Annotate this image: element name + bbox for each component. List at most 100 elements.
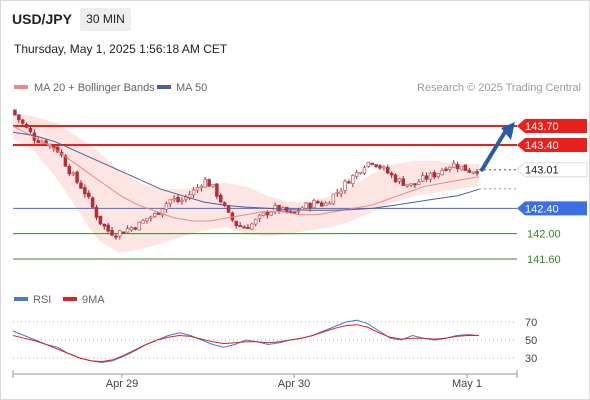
- candle-body: [67, 166, 72, 175]
- candle-body: [253, 219, 258, 225]
- x-tick-label: Apr 29: [106, 378, 138, 390]
- candle-body: [137, 221, 141, 231]
- candle-body: [339, 190, 343, 195]
- bollinger-band: [13, 113, 479, 253]
- rsi-ma-line: [12, 324, 479, 363]
- candle-body: [149, 216, 153, 219]
- candle-body: [98, 215, 103, 225]
- target-label-4: 141.60: [527, 254, 561, 266]
- candle-body: [160, 208, 165, 216]
- candle-body: [114, 235, 118, 238]
- candle-body: [378, 165, 382, 169]
- candle-body: [409, 183, 413, 186]
- bb-legend-swatch: [14, 85, 28, 89]
- candle-body: [36, 139, 41, 144]
- candle-body: [448, 166, 452, 170]
- candle-body: [168, 199, 173, 205]
- candle-body: [436, 173, 440, 178]
- candle-body: [428, 172, 433, 180]
- candle-body: [374, 164, 378, 167]
- candle-body: [199, 185, 204, 189]
- candle-body: [90, 197, 95, 208]
- candle-body: [106, 224, 110, 232]
- candle-body: [102, 223, 107, 227]
- candle-body: [250, 223, 254, 230]
- candle-body: [304, 202, 308, 209]
- symbol-title: USD/JPY: [12, 11, 72, 27]
- candle-body: [432, 172, 437, 178]
- resistance-label-1: 143.40: [525, 140, 559, 152]
- candle-body: [451, 162, 456, 168]
- ma20-line: [12, 125, 480, 222]
- candle-body: [145, 218, 149, 222]
- candle-body: [164, 203, 169, 210]
- timeframe-badge[interactable]: 30 MIN: [80, 8, 131, 31]
- candle-body: [347, 181, 351, 184]
- rsi-level-label-1: 50: [525, 335, 537, 347]
- candle-body: [308, 203, 312, 209]
- candle-body: [467, 169, 472, 173]
- candle-body: [417, 181, 421, 185]
- candle-body: [366, 161, 371, 167]
- support-tag-2: [517, 201, 587, 216]
- candle-body: [180, 199, 184, 202]
- candle-body: [215, 183, 219, 197]
- candle-body: [343, 180, 347, 191]
- resistance-label-0: 143.70: [525, 121, 559, 133]
- candle-body: [211, 183, 215, 187]
- candle-body: [351, 175, 355, 184]
- candle-body: [238, 225, 242, 228]
- candle-body: [226, 204, 231, 213]
- rsi-ma-legend-label: 9MA: [82, 294, 105, 306]
- candle-body: [203, 179, 207, 188]
- candle-body: [354, 172, 359, 177]
- candle-body: [86, 192, 91, 198]
- candle-body: [129, 227, 134, 231]
- candle-body: [28, 127, 33, 133]
- target-label-3: 142.00: [527, 229, 561, 241]
- candle-body: [83, 187, 87, 195]
- bb-legend-label: MA 20 + Bollinger Bands: [34, 82, 155, 94]
- last-price-label: 143.01: [525, 165, 559, 177]
- candle-body: [94, 206, 99, 218]
- candle-body: [152, 212, 157, 217]
- candle-body: [63, 155, 68, 167]
- candle-body: [455, 164, 460, 170]
- candle-body: [195, 187, 200, 191]
- candle-body: [323, 202, 328, 207]
- rsi-legend-label: RSI: [33, 294, 51, 306]
- forecast-arrow-shaft: [480, 130, 507, 172]
- rsi-level-label-2: 30: [525, 353, 537, 365]
- ma50-line: [12, 131, 480, 211]
- candle-body: [242, 226, 246, 229]
- candle-body: [389, 172, 394, 176]
- candle-body: [292, 211, 297, 214]
- candle-body: [265, 211, 270, 216]
- candle-body: [463, 164, 468, 171]
- candle-body: [20, 119, 25, 124]
- resistance-tag-0: [517, 119, 587, 133]
- candle-body: [24, 123, 29, 128]
- candle-body: [420, 175, 425, 182]
- candle-body: [424, 175, 429, 180]
- candle-body: [316, 201, 320, 204]
- candle-body: [207, 179, 211, 187]
- candle-body: [335, 191, 340, 194]
- candle-body: [370, 162, 374, 165]
- candle-body: [261, 212, 266, 216]
- candle-body: [382, 166, 386, 169]
- forecast-arrow-head: [501, 122, 515, 140]
- candle-body: [234, 220, 239, 226]
- candle-body: [191, 189, 196, 196]
- rsi-level-label-0: 70: [525, 317, 537, 329]
- candle-body: [475, 171, 479, 174]
- x-tick-label: Apr 30: [278, 378, 310, 390]
- candle-body: [393, 174, 398, 183]
- candle-body: [121, 231, 126, 234]
- candle-body: [331, 193, 336, 205]
- candle-body: [440, 169, 444, 176]
- candle-body: [75, 171, 79, 183]
- source-label: Research © 2025 Trading Central: [417, 82, 581, 94]
